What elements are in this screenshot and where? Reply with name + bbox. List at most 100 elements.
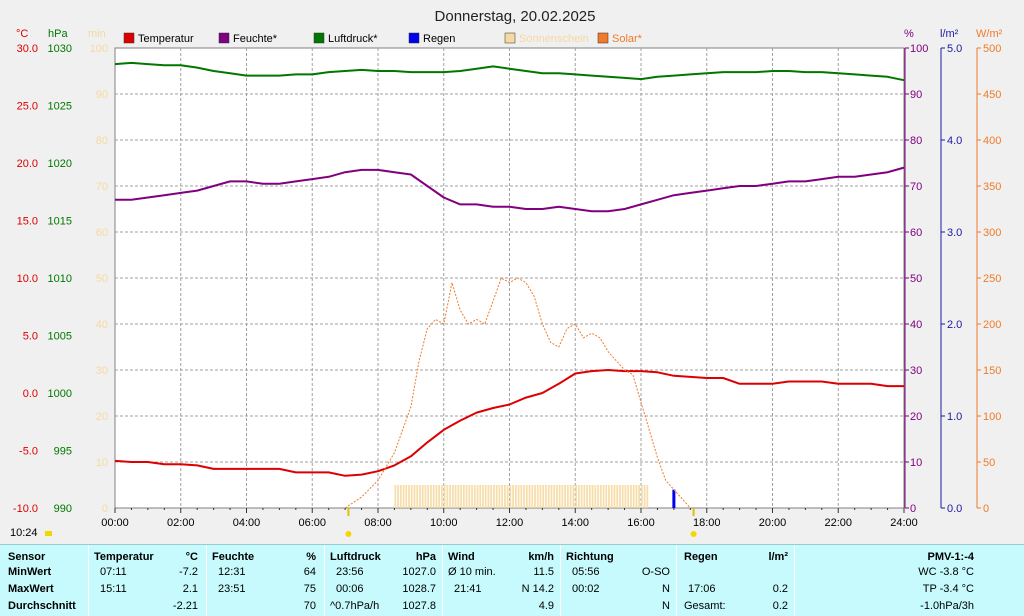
sunshine-bar (454, 485, 457, 508)
stats-time: 07:11 (100, 566, 127, 578)
sunshine-bar (572, 485, 575, 508)
statistics-panel: Sensor MinWert MaxWert Durchschnitt Temp… (0, 544, 1024, 616)
pressure-tick-label: 1000 (48, 388, 72, 400)
sunshine-bar (536, 485, 539, 508)
humidity-tick-label: 100 (910, 43, 928, 55)
sunshine-bar (449, 485, 451, 508)
legend-swatch (218, 32, 230, 44)
sunshine-bar (550, 485, 553, 508)
pressure-tick-label: 990 (54, 503, 72, 515)
sunshine-bar (602, 485, 605, 508)
stats-value: 1028.7 (402, 583, 436, 595)
stats-value: 75 (303, 583, 316, 595)
stats-unit: % (306, 551, 316, 563)
sunshine-bar (468, 485, 471, 508)
unit-pressure: hPa (48, 28, 68, 40)
pressure-tick-label: 1025 (48, 101, 72, 113)
rain-tick-label: 3.0 (947, 227, 962, 239)
sunshine-tick-label: 80 (96, 135, 108, 147)
legend-swatch (313, 32, 325, 44)
sunshine-bar (432, 485, 435, 508)
sunshine-bar (621, 485, 624, 508)
sunshine-tick-label: 50 (96, 273, 108, 285)
legend-label: Sonnenschein (519, 33, 589, 45)
sunshine-bar (635, 485, 638, 508)
pressure-tick-label: 995 (54, 446, 72, 458)
stats-value: 2.1 (182, 583, 198, 595)
x-tick-label: 16:00 (627, 517, 655, 529)
sunshine-bar (575, 485, 577, 508)
stats-col-pressure: Luftdruck hPa 23:56 1027.0 00:06 1028.7 … (330, 545, 440, 616)
rain-tick-label: 2.0 (947, 319, 962, 331)
sunshine-bar (504, 485, 506, 508)
stats-wind-label: Ø 10 min. (448, 566, 496, 578)
sunshine-bar (580, 485, 583, 508)
humidity-tick-label: 10 (910, 457, 922, 469)
humidity-tick-label: 20 (910, 411, 922, 423)
sunshine-bar (632, 485, 635, 508)
stats-row-label: MinWert (8, 566, 52, 578)
sunshine-bar (567, 485, 569, 508)
temperature-tick-label: 0.0 (23, 388, 38, 400)
stats-total-label: Gesamt: (684, 600, 726, 612)
sunshine-bar (556, 485, 558, 508)
sunshine-bar (583, 485, 586, 508)
pressure-tick-label: 1005 (48, 331, 72, 343)
sunshine-bar (523, 485, 525, 508)
stats-value: -7.2 (179, 566, 198, 578)
stats-header-rain: Regen (684, 551, 718, 563)
sunshine-bar (564, 485, 567, 508)
sunshine-bar (594, 485, 597, 508)
solar-tick-label: 200 (983, 319, 1001, 331)
pressure-line (114, 61, 905, 82)
sunshine-bar (517, 485, 520, 508)
solar-tick-label: 250 (983, 273, 1001, 285)
sunshine-bar (493, 485, 495, 508)
sunshine-bar (402, 485, 405, 508)
sunshine-bar (561, 485, 564, 508)
humidity-tick-label: 40 (910, 319, 922, 331)
sunshine-bar (542, 485, 545, 508)
temperature-tick-label: -10.0 (13, 503, 38, 515)
x-tick-label: 04:00 (233, 517, 261, 529)
x-tick-label: 20:00 (759, 517, 787, 529)
stats-time: 21:41 (454, 583, 482, 595)
solar-tick-label: 450 (983, 89, 1001, 101)
temperature-tick-label: 30.0 (17, 43, 38, 55)
stats-col-sensor: Sensor MinWert MaxWert Durchschnitt (8, 545, 88, 616)
stats-unit: km/h (528, 551, 554, 563)
rain-tick-label: 1.0 (947, 411, 962, 423)
solar-tick-label: 150 (983, 365, 1001, 377)
sunshine-bar (443, 485, 446, 508)
stats-unit: l/m² (768, 551, 788, 563)
sunshine-bar (514, 485, 517, 508)
stats-value: WC -3.8 °C (918, 566, 974, 578)
sunshine-bar (643, 485, 646, 508)
sunshine-bar (525, 485, 528, 508)
stats-unit: hPa (415, 551, 436, 563)
sunshine-bar (605, 485, 608, 508)
lines (114, 61, 905, 509)
x-tick-label: 22:00 (824, 517, 852, 529)
rain-bar (672, 489, 676, 508)
stats-value: 70 (303, 600, 316, 612)
x-tick-label: 12:00 (496, 517, 524, 529)
stats-header-temperature: Temperatur (94, 551, 154, 563)
temperature-tick-label: 5.0 (23, 331, 38, 343)
solar-tick-label: 500 (983, 43, 1001, 55)
solar-tick-label: 350 (983, 181, 1001, 193)
sunshine-bar (512, 485, 514, 508)
stats-col-humidity: Feuchte % 12:31 64 23:51 75 70 (212, 545, 320, 616)
stats-col-rain: Regen l/m² 17:06 0.2 Gesamt: 0.2 (682, 545, 792, 616)
stats-col-temperature: Temperatur °C 07:11 -7.2 15:11 2.1 -2.21 (94, 545, 202, 616)
sunshine-bar (608, 485, 610, 508)
stats-value: 1027.0 (402, 566, 436, 578)
unit-sunshine: min (88, 28, 106, 40)
chart-title: Donnerstag, 20.02.2025 (435, 8, 596, 25)
solar-tick-label: 50 (983, 457, 995, 469)
sunshine-bar (520, 485, 523, 508)
legend-label: Solar* (612, 33, 643, 45)
x-tick-label: 14:00 (561, 517, 589, 529)
sunshine-bar (394, 485, 397, 508)
sunshine-bar (421, 485, 424, 508)
